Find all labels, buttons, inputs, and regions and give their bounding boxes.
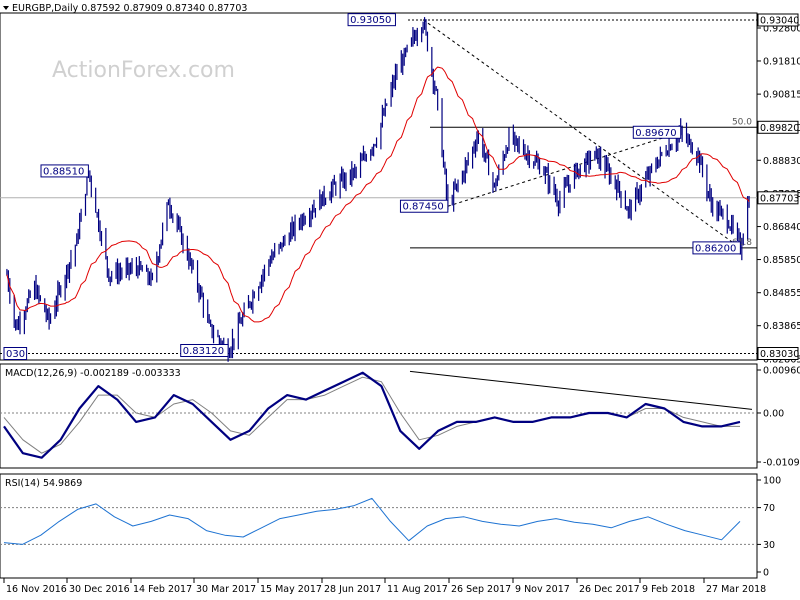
swing-label-box <box>692 241 741 255</box>
swing-label: 030 <box>6 349 25 360</box>
date-tick-label: 26 Dec 2017 <box>579 584 640 595</box>
macd-line <box>3 371 741 459</box>
date-tick-label: 16 Nov 2016 <box>6 584 67 595</box>
macd-tick-label: -0.01096 <box>763 458 800 469</box>
moving-average <box>6 66 750 323</box>
fib-label: 61.8 <box>732 238 752 248</box>
swing-label-box <box>399 199 449 213</box>
date-tick-label: 28 Jun 2017 <box>324 584 381 595</box>
date-tick-label: 30 Dec 2016 <box>69 584 130 595</box>
price-level-box <box>757 191 799 205</box>
price-level-box <box>757 120 799 134</box>
date-tick-label: 9 Nov 2017 <box>515 584 570 595</box>
date-tick-label: 26 Sep 2017 <box>451 584 511 595</box>
swing-label: 0.89670 <box>635 128 676 139</box>
price-level-box <box>757 13 799 27</box>
macd-title: MACD(12,26,9) -0.002189 -0.003333 <box>5 368 181 379</box>
ma-line <box>6 66 750 323</box>
price-tick-label: 0.85850 <box>763 255 800 266</box>
trend-line <box>447 131 681 207</box>
swing-label: 0.93050 <box>350 15 391 26</box>
price-tick-label: 0.88830 <box>763 156 800 167</box>
macd-indicator: 0.009608 0.00 -0.01096 <box>0 366 800 469</box>
date-tick-label: 15 May 2017 <box>260 584 322 595</box>
trend-line <box>422 19 741 249</box>
swing-label-box <box>3 347 28 361</box>
rsi-tick-label: 0 <box>763 568 769 579</box>
price-axis: 0.928000.918100.908150.898200.888300.878… <box>757 13 800 366</box>
date-tick-label: 14 Feb 2017 <box>133 584 192 595</box>
candlesticks <box>6 17 750 362</box>
price-level-label: 0.89820 <box>760 123 799 134</box>
date-tick-label: 11 Aug 2017 <box>387 584 448 595</box>
price-tick-label: 0.84855 <box>763 288 800 299</box>
swing-label: 0.83120 <box>183 346 224 357</box>
price-tick-label: 0.90815 <box>763 90 800 101</box>
rsi-panel-frame <box>0 473 758 579</box>
date-axis: 16 Nov 2016 30 Dec 2016 14 Feb 2017 30 Mar … <box>3 578 766 595</box>
date-tick-label: 27 Mar 2018 <box>706 584 766 595</box>
macd-tick-label: 0.00 <box>763 408 784 419</box>
price-level-box <box>757 347 799 361</box>
swing-label-box <box>632 125 682 139</box>
rsi-tick-label: 70 <box>763 503 775 514</box>
fib-label: 50.0 <box>732 117 752 127</box>
date-tick-label: 9 Feb 2018 <box>642 584 695 595</box>
swing-label-box <box>40 164 89 178</box>
swing-label: 0.87450 <box>402 202 443 213</box>
price-tick-label: 0.83865 <box>763 321 800 332</box>
macd-panel-frame <box>0 363 758 469</box>
date-tick-label: 30 Mar 2017 <box>196 584 256 595</box>
price-annotations: 50.0 61.8 0.93050 0.88510 0.87450 0.89670 0.86… <box>3 13 752 361</box>
rsi-tick-label: 30 <box>763 540 775 551</box>
price-tick-label: 0.92800 <box>763 23 800 34</box>
rsi-indicator: 100 70 30 0 <box>0 476 781 579</box>
rsi-title: RSI(14) 54.9869 <box>5 478 82 489</box>
swing-label: 0.86200 <box>695 243 736 254</box>
price-level-label: 0.83030 <box>760 349 799 360</box>
reference-lines <box>0 19 757 355</box>
price-panel-frame <box>0 12 758 361</box>
price-tick-label: 0.91810 <box>763 56 800 67</box>
price-level-label: 0.87703 <box>760 193 799 204</box>
chevron-down-icon <box>3 6 9 10</box>
macd-tick-label: 0.009608 <box>763 366 800 377</box>
rsi-tick-label: 100 <box>763 476 781 487</box>
macd-trend-line <box>409 370 753 410</box>
swing-label: 0.88510 <box>43 166 84 177</box>
rsi-line <box>3 497 741 545</box>
price-tick-label: 0.86840 <box>763 222 800 233</box>
swing-label-box <box>180 344 229 358</box>
symbol-header: EURGBP,Daily 0.87592 0.87909 0.87340 0.8… <box>12 3 247 14</box>
watermark: ActionForex.com <box>52 58 235 83</box>
swing-label-box <box>347 13 396 27</box>
price-level-label: 0.93040 <box>760 15 799 26</box>
